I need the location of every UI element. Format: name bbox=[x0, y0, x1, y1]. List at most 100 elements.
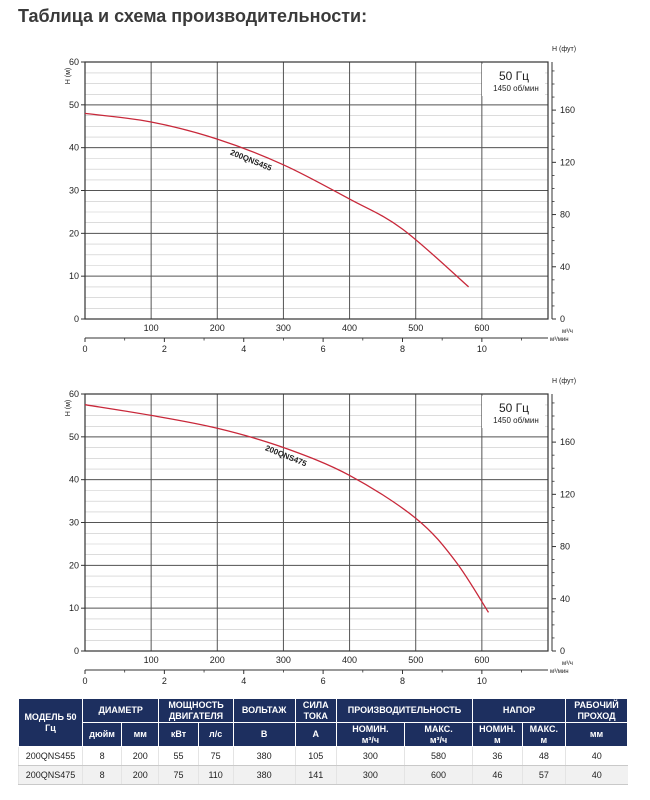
bottom-tick-label: 4 bbox=[241, 676, 246, 686]
right-tick-label: 120 bbox=[560, 157, 575, 167]
x-tick-label: 600 bbox=[474, 655, 489, 665]
header-passage: РАБОЧИЙ ПРОХОД bbox=[565, 698, 628, 723]
table-cell: 36 bbox=[472, 746, 523, 766]
x-tick-label: 100 bbox=[144, 323, 159, 333]
table-cell: 300 bbox=[335, 765, 405, 785]
grid-lines bbox=[84, 61, 549, 320]
table-cell: 75 bbox=[197, 746, 234, 766]
x-unit-bottom: м³/мин bbox=[550, 337, 569, 343]
x-tick-label: 100 bbox=[144, 655, 159, 665]
y-tick-label: 60 bbox=[69, 389, 79, 399]
table-cell: 600 bbox=[403, 765, 473, 785]
header-diameter: ДИАМЕТР bbox=[81, 698, 160, 723]
unit-inch: дюйм bbox=[81, 722, 123, 747]
table-cell: 40 bbox=[565, 746, 628, 766]
annotation-bg bbox=[482, 64, 545, 96]
table-cell: 141 bbox=[294, 765, 337, 785]
unit-passage-mm: мм bbox=[565, 722, 628, 747]
x-tick-label: 600 bbox=[474, 323, 489, 333]
head-nominal-unit: м bbox=[494, 734, 501, 745]
right-tick-label: 40 bbox=[560, 262, 570, 272]
x-tick-label: 400 bbox=[342, 323, 357, 333]
freq-label: 50 Гц bbox=[499, 69, 529, 83]
speed-label: 1450 об/мин bbox=[493, 84, 539, 93]
capacity-max-unit: м³/ч bbox=[429, 734, 448, 745]
annotation-bg bbox=[482, 396, 545, 428]
bottom-tick-label: 0 bbox=[82, 344, 87, 354]
table-cell: 110 bbox=[197, 765, 234, 785]
grid-lines bbox=[84, 393, 549, 652]
table-cell: 200 bbox=[121, 765, 159, 785]
x-tick-label: 200 bbox=[210, 323, 225, 333]
right-tick-label: 40 bbox=[560, 594, 570, 604]
speed-label: 1450 об/мин bbox=[493, 416, 539, 425]
table-row: 200QNS455 8 200 55 75 380 105 300 580 36 48 40 bbox=[18, 746, 628, 766]
y-tick-label: 30 bbox=[69, 186, 79, 196]
table-cell: 200 bbox=[121, 746, 159, 766]
x-tick-label: 200 bbox=[210, 655, 225, 665]
table-cell: 105 bbox=[294, 746, 337, 766]
table-cell: 8 bbox=[81, 765, 122, 785]
table-cell: 48 bbox=[521, 746, 566, 766]
bottom-tick-label: 4 bbox=[241, 344, 246, 354]
y-tick-label: 40 bbox=[69, 143, 79, 153]
table-cell: 380 bbox=[232, 765, 296, 785]
bottom-tick-label: 6 bbox=[321, 676, 326, 686]
unit-amp: А bbox=[294, 722, 337, 747]
y-tick-label: 10 bbox=[69, 271, 79, 281]
y-tick-label: 20 bbox=[69, 228, 79, 238]
y-axis-label: Н (м) bbox=[65, 68, 72, 84]
x-tick-label: 500 bbox=[408, 655, 423, 665]
right-tick-label: 80 bbox=[560, 210, 570, 220]
bottom-tick-label: 2 bbox=[162, 344, 167, 354]
header-capacity-max: МАКС. м³/ч bbox=[403, 722, 474, 747]
unit-ls: л/с bbox=[197, 722, 234, 747]
capacity-max-label: МАКС. bbox=[424, 724, 453, 735]
x-tick-label: 400 bbox=[342, 655, 357, 665]
bottom-tick-label: 8 bbox=[400, 344, 405, 354]
table-cell: 380 bbox=[232, 746, 296, 766]
right-tick-label: 120 bbox=[560, 489, 575, 499]
y-tick-label: 50 bbox=[69, 100, 79, 110]
x-tick-label: 300 bbox=[276, 323, 291, 333]
x-unit-top: м³/ч bbox=[562, 329, 573, 335]
table-cell: 57 bbox=[521, 765, 566, 785]
bottom-tick-label: 6 bbox=[321, 344, 326, 354]
table-cell: 200QNS475 bbox=[18, 765, 83, 785]
header-power: МОЩНОСТЬ ДВИГАТЕЛЯ bbox=[158, 698, 234, 723]
performance-curve bbox=[84, 112, 470, 288]
performance-curve bbox=[84, 404, 490, 613]
capacity-nominal-label: НОМИН. bbox=[352, 724, 389, 735]
spec-table: МОДЕЛЬ 50 Гц ДИАМЕТР МОЩНОСТЬ ДВИГАТЕЛЯ … bbox=[18, 698, 628, 785]
y-axis-label: Н (м) bbox=[65, 400, 72, 416]
x-tick-label: 300 bbox=[276, 655, 291, 665]
bottom-tick-label: 10 bbox=[477, 344, 487, 354]
table-cell: 8 bbox=[81, 746, 122, 766]
header-head-max: МАКС. м bbox=[521, 722, 567, 747]
y-tick-label: 30 bbox=[69, 518, 79, 528]
page-title: Таблица и схема производительности: bbox=[18, 6, 368, 26]
head-nominal-label: НОМИН. bbox=[479, 724, 516, 735]
header-current: СИЛА ТОКА bbox=[294, 698, 337, 723]
right-axis-label: Н (фут) bbox=[552, 378, 576, 385]
header-head-nominal: НОМИН. м bbox=[472, 722, 523, 747]
head-max-label: МАКС. bbox=[529, 724, 558, 735]
x-tick-label: 500 bbox=[408, 323, 423, 333]
y-tick-label: 0 bbox=[74, 314, 79, 324]
y-tick-label: 50 bbox=[69, 432, 79, 442]
table-cell: 46 bbox=[472, 765, 523, 785]
table-cell: 40 bbox=[565, 765, 628, 785]
unit-mm: мм bbox=[121, 722, 160, 747]
header-head: НАПОР bbox=[472, 698, 566, 723]
y-tick-label: 60 bbox=[69, 57, 79, 67]
capacity-nominal-unit: м³/ч bbox=[361, 734, 380, 745]
x-unit-top: м³/ч bbox=[562, 661, 573, 667]
y-tick-label: 10 bbox=[69, 603, 79, 613]
x-unit-bottom: м³/мин bbox=[550, 669, 569, 675]
right-tick-label: 0 bbox=[560, 646, 565, 656]
table-cell: 580 bbox=[403, 746, 473, 766]
bottom-tick-label: 8 bbox=[400, 676, 405, 686]
table-cell: 300 bbox=[335, 746, 405, 766]
right-tick-label: 0 bbox=[560, 314, 565, 324]
table-cell: 55 bbox=[158, 746, 199, 766]
